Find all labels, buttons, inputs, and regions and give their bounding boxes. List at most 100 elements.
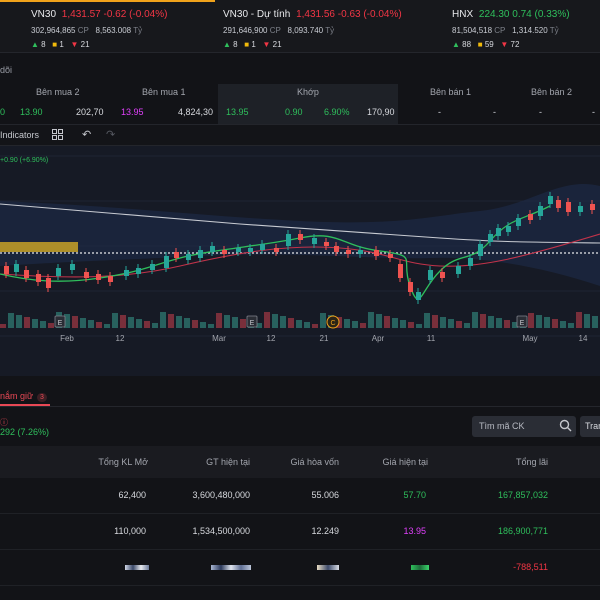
candle-body	[36, 274, 41, 282]
obscured-value	[211, 565, 251, 570]
order-book-row[interactable]: 0 13.90 202,70 13.95 4,824,30 13.95 0.90…	[0, 107, 595, 117]
volume-bar	[200, 322, 206, 328]
volume-bar	[16, 315, 22, 328]
candle-body	[186, 254, 191, 260]
index-change: -0.63 (-0.04%)	[337, 9, 402, 20]
candle-body	[334, 246, 339, 252]
price-chart[interactable]: E E C E Feb 12 Mar 12 21 Apr 11 May 14 +0.90 (+6.90%…	[0, 146, 600, 376]
candle-body	[164, 256, 169, 268]
cell-pnl: 186,900,771	[497, 526, 548, 536]
grid-icon[interactable]	[52, 129, 63, 142]
candle-body	[260, 244, 265, 250]
candle-body	[408, 282, 413, 292]
match-price: 13.95	[226, 107, 249, 117]
event-marker-box	[246, 315, 258, 328]
advance-icon: ▲	[452, 40, 460, 49]
index-change: 0.74 (0.33%)	[512, 9, 570, 20]
price-change-label: +0.90 (+6.90%)	[0, 157, 49, 164]
unchanged-count: 1	[59, 40, 64, 49]
obscured-value	[125, 565, 149, 570]
volume-bar	[24, 317, 30, 328]
candle-body	[210, 246, 215, 252]
index-turnover: 1,314.520	[512, 26, 548, 35]
volume-bar	[504, 320, 510, 328]
chart-toolbar: Indicators ↶ ↷	[0, 124, 600, 146]
sell1-price: -	[438, 107, 441, 117]
candle-body	[488, 234, 493, 242]
index-bar: VN30 1,431.57 -0.62 (-0.04%) 302,964,865…	[0, 0, 600, 53]
candle-body	[416, 292, 421, 300]
candle-body	[456, 266, 461, 274]
index-turnover: 8,563.008	[95, 26, 132, 35]
decline-count: 72	[510, 40, 520, 49]
candle-body	[590, 204, 595, 210]
candle-body	[24, 270, 29, 278]
volume-bar	[552, 319, 558, 328]
decline-icon: ▼	[262, 40, 271, 49]
candle-body	[388, 254, 393, 258]
volume-bar	[64, 314, 70, 328]
volume-bar	[568, 323, 574, 328]
volume-bar	[584, 314, 590, 328]
tab-holdings[interactable]: nắm giữ 3	[0, 391, 47, 402]
search-icon[interactable]	[559, 419, 572, 434]
table-row[interactable]: -788,511	[0, 550, 600, 586]
index-vn30-estimate[interactable]: VN30 - Dự tính 1,431.56 -0.63 (-0.04%) 2…	[223, 9, 402, 49]
candle-body	[506, 226, 511, 232]
decline-icon: ▼	[70, 40, 79, 49]
redo-icon[interactable]: ↷	[106, 129, 116, 141]
candle-body	[374, 250, 379, 256]
transaction-button[interactable]: Tran	[580, 416, 600, 437]
candle-body	[548, 196, 553, 204]
col-open-volume: Tổng KL Mở	[98, 457, 148, 467]
buy2-price: 13.90	[20, 107, 43, 117]
x-tick-label: 21	[320, 334, 329, 343]
advance-icon: ▲	[223, 40, 231, 49]
match-column-bg	[218, 84, 398, 124]
index-turnover: 8,093.740	[287, 26, 324, 35]
volume-bar	[360, 323, 366, 328]
unchanged-icon: ■	[52, 40, 58, 49]
candle-body	[556, 200, 561, 208]
x-tick-label: Mar	[212, 334, 226, 343]
indicators-button[interactable]: Indicators	[0, 130, 40, 140]
index-volume: 291,646,900	[223, 26, 268, 35]
volume-bar	[280, 316, 286, 328]
volume-bar	[320, 313, 326, 328]
header-buy1: Bên mua 1	[142, 87, 186, 97]
decline-count: 21	[80, 40, 90, 49]
header-sell2: Bên bán 2	[531, 87, 573, 97]
candle-body	[56, 268, 61, 276]
volume-bar	[296, 320, 302, 328]
event-marker-label: E	[520, 320, 525, 327]
volume-bar	[8, 313, 14, 328]
cell-price: 13.95	[403, 526, 426, 536]
volume-bar	[112, 313, 118, 328]
undo-icon[interactable]: ↶	[82, 129, 92, 141]
volume-bar	[416, 324, 422, 328]
candle-body	[4, 266, 9, 274]
search-input[interactable]: Tìm mã CK	[472, 416, 576, 437]
candle-body	[274, 248, 279, 252]
cell-breakeven: 12.249	[311, 526, 339, 536]
volume-bar	[464, 323, 470, 328]
table-row[interactable]: 110,000 1,534,500,000 12.249 13.95 186,9…	[0, 514, 600, 550]
volume-bar	[80, 318, 86, 328]
total-pnl: 292 (7.26%)	[0, 427, 50, 437]
header-buy2: Bên mua 2	[36, 87, 80, 97]
candle-body	[46, 278, 51, 288]
table-row[interactable]: 62,400 3,600,480,000 55.006 57.70 167,85…	[0, 478, 600, 514]
volume-bar	[424, 313, 430, 328]
index-vn30[interactable]: VN30 1,431.57 -0.62 (-0.04%) 302,964,865…	[31, 9, 168, 49]
index-hnx[interactable]: HNX 224.30 0.74 (0.33%) 81,504,518 CP 1,…	[452, 9, 570, 49]
section-label: dõi	[0, 65, 13, 75]
index-volume: 302,964,865	[31, 26, 76, 35]
header-sell1: Bên bán 1	[430, 87, 472, 97]
event-marker-label: C	[330, 320, 335, 327]
highlight-bar	[0, 242, 78, 252]
sell1-volume: -	[493, 107, 496, 117]
header-match: Khớp	[297, 87, 319, 97]
index-value: 1,431.56	[296, 9, 335, 20]
chart-svg: E E C E Feb 12 Mar 12 21 Apr 11 May 14	[0, 155, 600, 343]
cell-pnl: 167,857,032	[497, 490, 548, 500]
